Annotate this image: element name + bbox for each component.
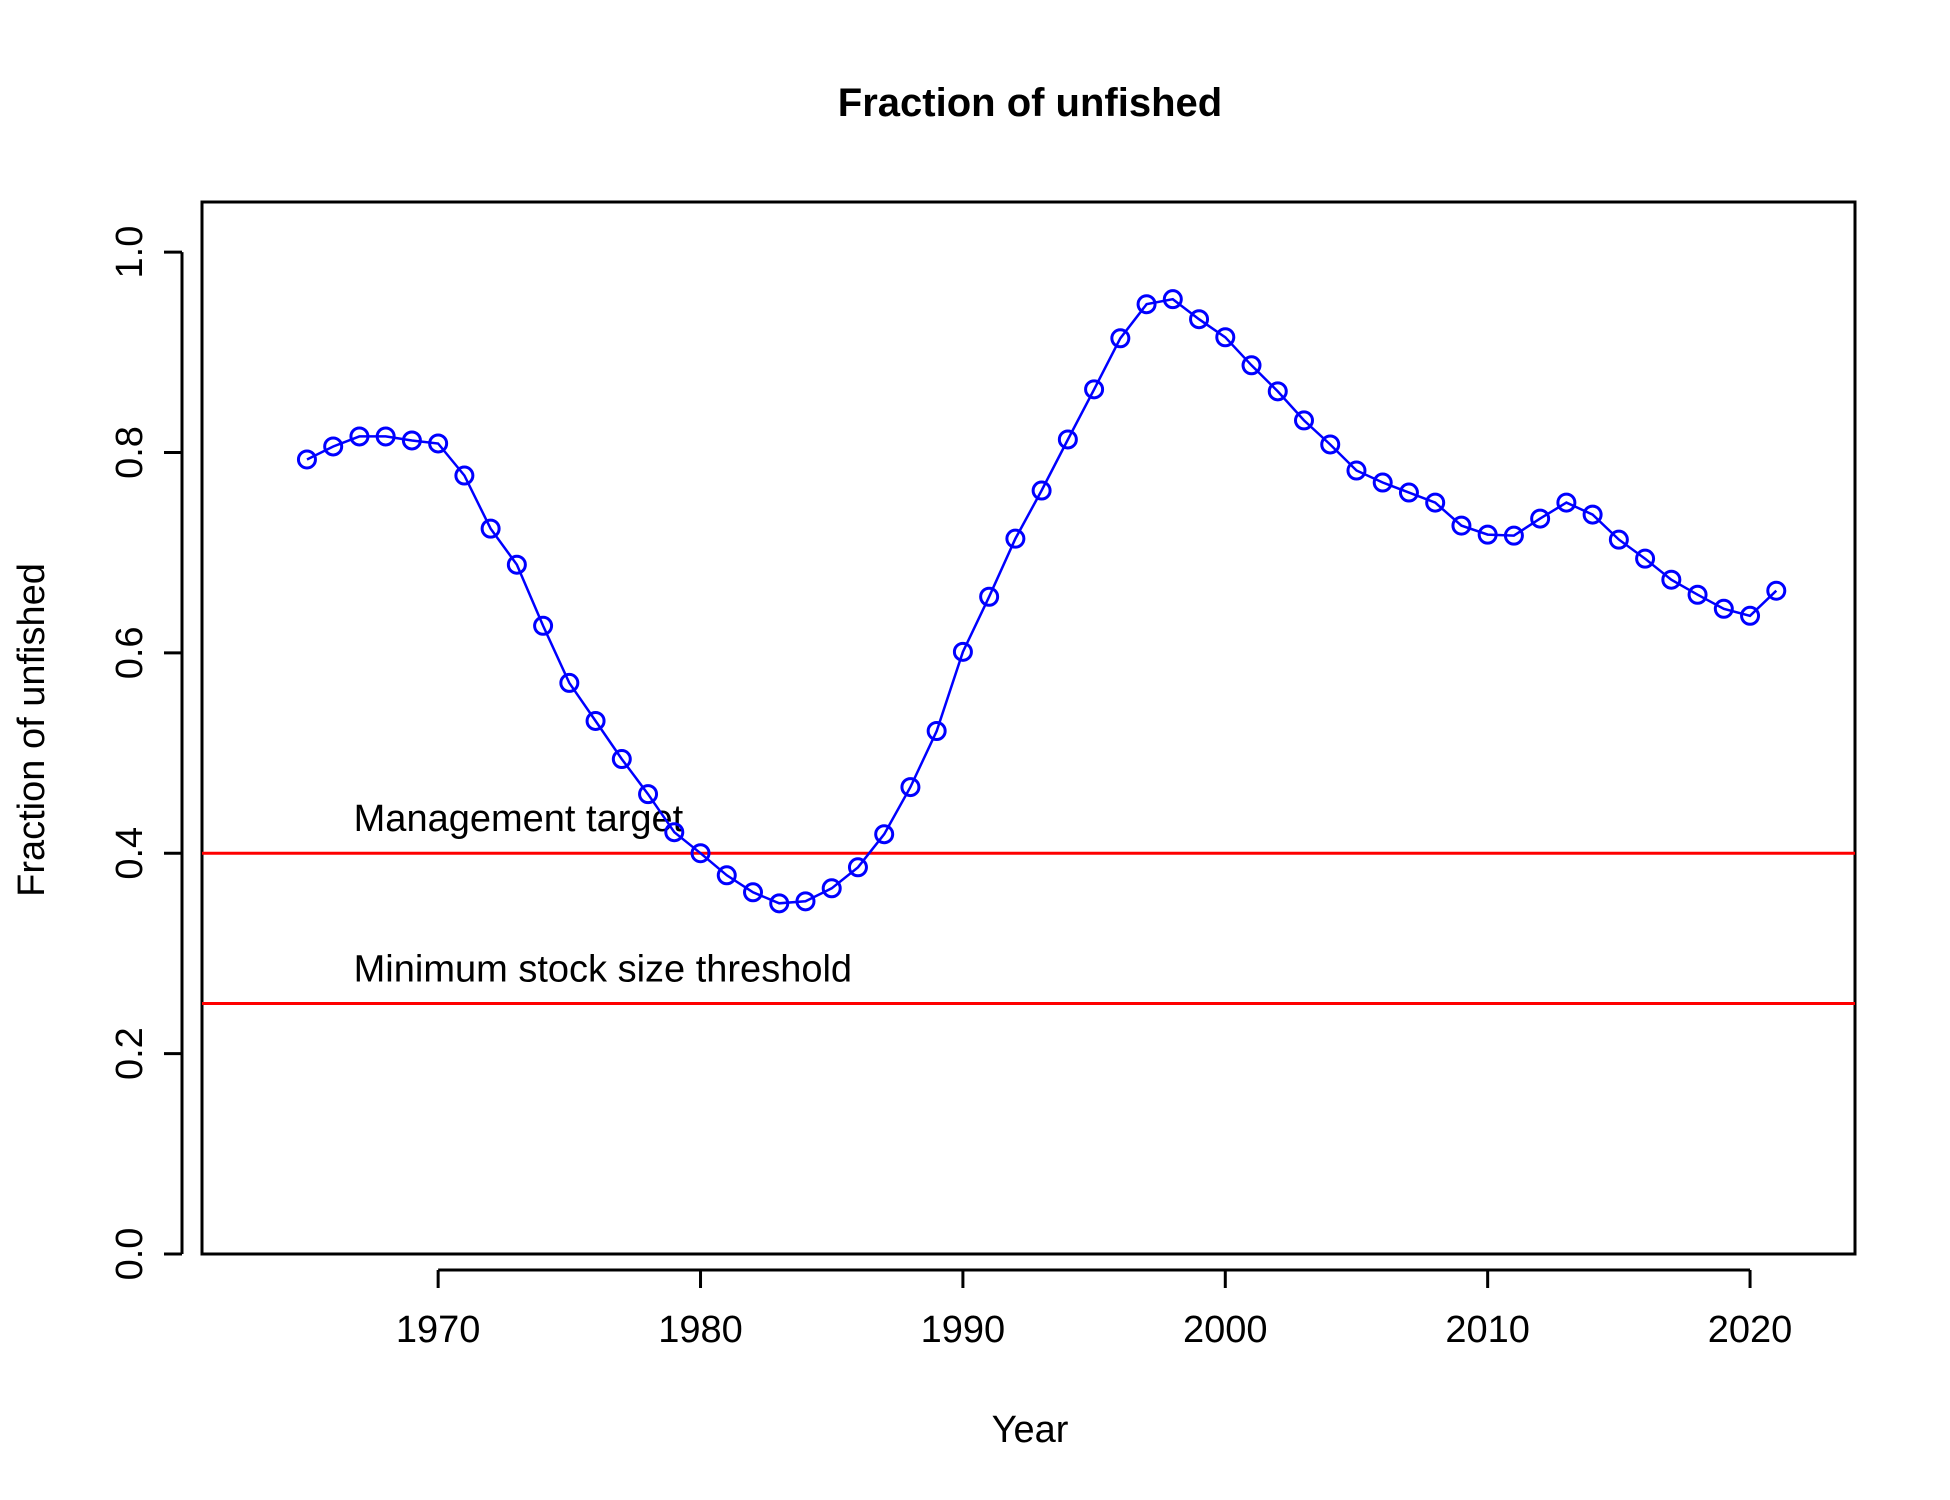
data-point [401,430,422,451]
data-point [611,749,632,770]
data-point [1740,605,1761,626]
y-tick-label: 0.4 [109,827,151,880]
data-point [1608,529,1629,550]
y-tick-label: 1.0 [109,226,151,279]
data-point [1005,528,1026,549]
series-line [306,297,1778,905]
data-point [1267,381,1288,402]
x-axis-label: Year [992,1409,1069,1451]
data-point [533,615,554,636]
data-point [428,433,449,454]
x-tick-label: 1970 [396,1309,481,1351]
data-point [1215,327,1236,348]
data-point [638,784,659,805]
data-point [952,641,973,662]
data-point [1372,472,1393,493]
data-point [1346,460,1367,481]
x-axis: 1970 1980 1990 2000 2010 2020 [396,1268,1793,1351]
data-point [349,426,370,447]
data-point [323,436,344,457]
data-point [1320,434,1341,455]
data-point [1713,598,1734,619]
y-axis-label: Fraction of unfished [11,563,53,897]
data-point [1687,584,1708,605]
data-point [480,518,501,539]
data-point [1189,309,1210,330]
data-point [847,857,868,878]
data-point [821,878,842,899]
data-point [1556,492,1577,513]
data-point [795,891,816,912]
data-point [1110,328,1131,349]
reference-lines: Management target Minimum stock size thre… [202,798,1855,1006]
y-axis: 0.0 0.2 0.4 0.6 0.8 1.0 [109,226,184,1281]
data-point [585,710,606,731]
data-point [296,449,317,470]
reference-line-label: Minimum stock size threshold [354,949,852,991]
data-point [1162,289,1183,310]
y-tick-label: 0.0 [109,1228,151,1281]
data-point [506,554,527,575]
data-point [1503,525,1524,546]
data-point [690,843,711,864]
reference-line-label: Management target [354,798,684,840]
x-tick-label: 2010 [1445,1309,1530,1351]
x-tick-label: 2000 [1183,1309,1268,1351]
data-point [1661,569,1682,590]
data-point [769,893,790,914]
x-tick-label: 2020 [1708,1309,1793,1351]
data-point [1451,515,1472,536]
data-point [1398,482,1419,503]
data-point [979,586,1000,607]
y-tick-label: 0.2 [109,1027,151,1080]
data-point [743,882,763,903]
data-point [1766,580,1787,601]
data-point [1084,379,1105,400]
series-layer [296,289,1787,914]
data-point [559,672,580,693]
data-point [1057,429,1078,450]
data-point [1582,504,1603,525]
data-point [1241,355,1262,376]
data-point [1031,480,1052,501]
data-point [900,777,921,798]
data-point [716,865,737,886]
y-tick-label: 0.6 [109,626,151,679]
data-point [664,822,685,843]
data-point [1635,548,1656,569]
x-tick-label: 1980 [658,1309,743,1351]
plot-frame [200,200,1857,1256]
data-point [1530,508,1551,529]
data-point [1425,492,1446,513]
data-point [1294,410,1314,431]
data-point [1477,524,1498,545]
data-point [1136,294,1157,315]
data-point [874,824,895,845]
data-point [375,426,396,447]
data-point [926,721,947,742]
y-tick-label: 0.8 [109,426,151,479]
data-point [454,465,475,486]
chart-title: Fraction of unfished [838,81,1222,125]
x-tick-label: 1990 [921,1309,1006,1351]
